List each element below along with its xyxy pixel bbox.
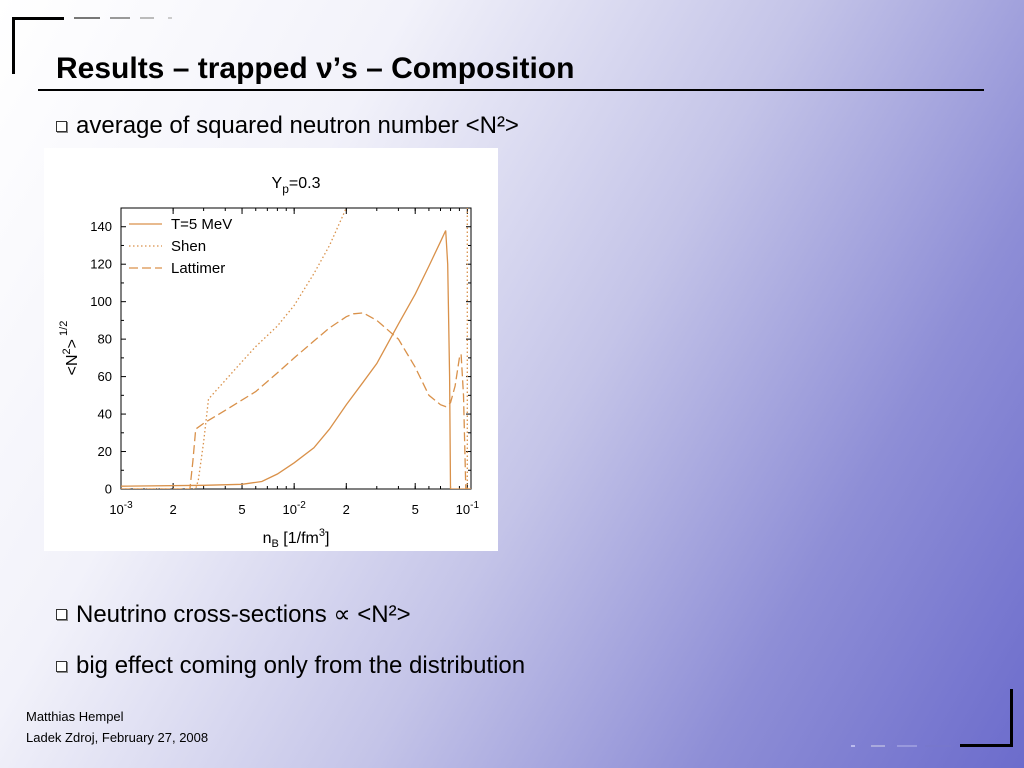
y-tick-label: 0: [105, 482, 112, 497]
y-axis-label: <N2> 1/2: [58, 321, 81, 376]
series-line-t-5-mev: [121, 230, 471, 489]
footer-author: Matthias Hempel: [26, 709, 124, 724]
bullet-text: big effect coming only from the distribu…: [76, 652, 526, 679]
y-tick-label: 140: [90, 219, 112, 234]
x-axis-label: nB [1/fm3]: [263, 527, 330, 550]
bottom-dash-3: [871, 745, 885, 747]
bullet-text: Neutrino cross-sections ∝ <N²>: [76, 601, 411, 628]
bottom-right-corner-bracket-vertical: [1010, 689, 1013, 747]
bullet-square-icon: [56, 609, 67, 620]
bottom-dash-4: [851, 745, 855, 747]
bottom-right-corner-bracket-horizontal: [960, 744, 1013, 747]
x-tick-label: 5: [238, 502, 245, 517]
top-dash-1: [74, 17, 100, 19]
chart-svg: 0 20 40 60 80 100 120 140 10-3 2 5 10-2 2 5 10-1 Yp=0.3…: [58, 175, 480, 550]
series-line-shen: [121, 208, 347, 489]
slide-title: Results – trapped ν’s – Composition: [56, 52, 575, 85]
title-underline: [38, 89, 984, 91]
bullet-square-icon: [56, 120, 67, 132]
bullet-square-icon: [56, 660, 67, 672]
x-tick-label: 2: [170, 502, 177, 517]
top-dash-2: [110, 17, 130, 19]
y-tick-label: 20: [98, 444, 112, 459]
y-tick-label: 60: [98, 369, 112, 384]
bullet-item-2: Neutrino cross-sections ∝ <N²>: [56, 600, 411, 629]
y-tick-label: 80: [98, 332, 112, 347]
top-left-corner-bracket-horizontal: [12, 17, 64, 20]
plot-frame: [120, 207, 472, 490]
footer-venue-date: Ladek Zdroj, February 27, 2008: [26, 730, 209, 745]
x-tick-label: 5: [412, 502, 419, 517]
top-dash-3: [140, 17, 154, 19]
bottom-dash-2: [897, 745, 917, 747]
bullet-item-1: average of squared neutron number <N²>: [56, 112, 519, 140]
legend-label: T=5 MeV: [171, 216, 232, 233]
y-tick-label: 100: [90, 294, 112, 309]
bottom-dash-1: [925, 745, 951, 747]
bullet-text: average of squared neutron number <N²>: [76, 112, 519, 139]
y-tick-label: 120: [90, 257, 112, 272]
series-line-lattimer: [121, 312, 471, 489]
x-tick-label: 10-3: [109, 500, 133, 517]
x-tick-label: 10-2: [282, 500, 306, 517]
top-left-corner-bracket-vertical: [12, 17, 15, 74]
x-tick-label: 10-1: [456, 500, 480, 517]
bullet-item-3: big effect coming only from the distribu…: [56, 652, 525, 680]
legend-label: Lattimer: [171, 260, 225, 277]
top-dash-4: [168, 17, 172, 19]
neutron-number-chart: 0 20 40 60 80 100 120 140 10-3 2 5 10-2 2 5 10-1 Yp=0.3…: [44, 148, 498, 551]
x-tick-label: 2: [343, 502, 350, 517]
y-tick-label: 40: [98, 407, 112, 422]
legend-label: Shen: [171, 238, 206, 255]
chart-title: Yp=0.3: [272, 175, 321, 196]
